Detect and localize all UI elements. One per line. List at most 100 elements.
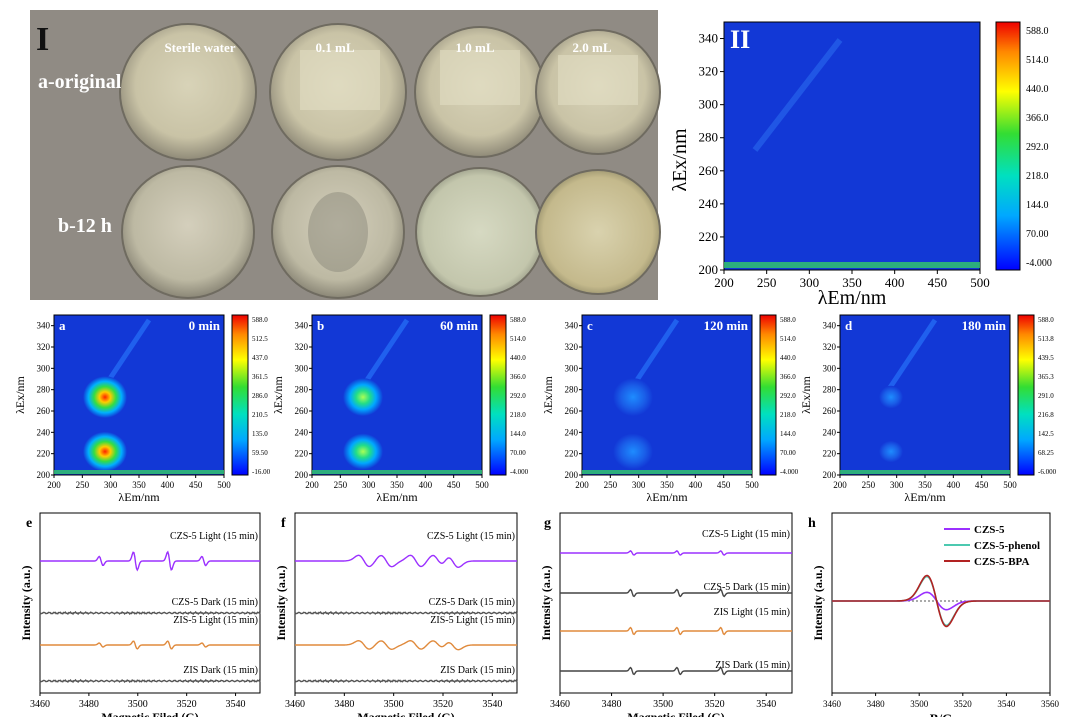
xtick-label: 3480: [867, 699, 886, 709]
xtick-label: 3560: [1041, 699, 1060, 709]
panel-label: h: [808, 516, 816, 531]
colorbar-label: 588.0: [510, 316, 526, 324]
xtick-label: 200: [575, 480, 589, 490]
colorbar-label: 144.0: [510, 430, 526, 438]
eem-II-xlabel: λEm/nm: [818, 287, 887, 309]
h-plot-area: [831, 512, 1051, 694]
trace-label: ZIS Dark (15 min): [715, 660, 790, 671]
xtick-label: 250: [862, 480, 876, 490]
ytick-label: 200: [823, 470, 837, 480]
xtick-label: 3520: [433, 699, 453, 710]
trace-label: CZS-5 Dark (15 min): [704, 582, 790, 593]
time-label: 0 min: [189, 318, 221, 333]
panel-label-II: II: [730, 25, 750, 54]
colorbar-label: 142.5: [1038, 430, 1054, 438]
colorbar-label: 440.0: [510, 354, 526, 362]
colorbar-label: 440.0: [780, 354, 796, 362]
ytick-label: 320: [295, 342, 309, 352]
epr-panel-h: h CZS-5 CZS-5-phenol CZS-5-BPA 3460 3480 3500 3…: [808, 512, 1060, 717]
eem-peak: [879, 440, 903, 463]
legend-label: CZS-5-phenol: [974, 540, 1040, 552]
ytick-label: 280: [295, 385, 309, 395]
xlabel: λEm/nm: [646, 490, 688, 504]
col-label-sterile-water: Sterile water: [164, 40, 235, 55]
colorbar-label: 210.5: [252, 411, 268, 419]
colorbar-label: -16.00: [252, 468, 271, 476]
eem-peak: [613, 378, 653, 417]
xtick-label: 350: [390, 480, 404, 490]
colorbar-label: 70.00: [1026, 229, 1049, 240]
colorbar-label: 588.0: [1026, 26, 1049, 37]
trace-label: CZS-5 Dark (15 min): [429, 597, 515, 608]
epr-trace: [40, 550, 260, 572]
epr-trace: [294, 610, 518, 616]
ytick-label: 240: [295, 427, 309, 437]
epr-row-e-g: CZS-5 Light (15 min) CZS-5 Dark (15 min) Z…: [19, 512, 793, 717]
xtick-label: 3500: [653, 699, 673, 710]
xtick-label: 3500: [910, 699, 929, 709]
xtick-label: 450: [447, 480, 461, 490]
colorbar: [231, 314, 249, 476]
eem-II-colorbar: [995, 21, 1021, 271]
xtick-label: 450: [975, 480, 989, 490]
epr-trace: [295, 639, 517, 651]
trace-label: ZIS Dark (15 min): [183, 665, 258, 676]
h-trace-czs5-bpa: [832, 574, 1050, 628]
colorbar-label: 216.8: [1038, 411, 1054, 419]
epr-trace: [560, 550, 792, 556]
ytick-label: 300: [37, 363, 51, 373]
xlabel: λEm/nm: [118, 490, 160, 504]
xtick-label: 400: [689, 480, 703, 490]
xtick-label: 500: [1003, 480, 1017, 490]
time-label: 60 min: [440, 318, 479, 333]
xlabel: λEm/nm: [904, 490, 946, 504]
colorbar-label: 514.0: [1026, 55, 1049, 66]
colorbar-label: 588.0: [252, 316, 268, 324]
ytick-label: 200: [295, 470, 309, 480]
xtick-label: 3460: [823, 699, 842, 709]
ytick-label: 240: [699, 196, 719, 211]
colorbar-label: 70.00: [780, 449, 796, 457]
colorbar-label: 291.0: [1038, 392, 1054, 400]
epr-plot-area: [559, 512, 793, 694]
colorbar-label: 437.0: [252, 354, 268, 362]
eem-peak: [343, 433, 383, 470]
colorbar-label: 366.0: [1026, 113, 1049, 124]
epr-panel-g: CZS-5 Light (15 min) CZS-5 Dark (15 min) Z…: [539, 512, 793, 717]
eem-peak: [343, 378, 383, 417]
ytick-label: 260: [699, 163, 719, 178]
epr-trace: [40, 640, 260, 650]
ytick-label: 340: [37, 321, 51, 331]
xtick-label: 300: [104, 480, 118, 490]
panel-label-I: I: [36, 21, 49, 58]
xtick-label: 3520: [177, 699, 197, 710]
ytick-label: 240: [823, 427, 837, 437]
colorbar-label: 440.0: [1026, 84, 1049, 95]
time-label: 180 min: [962, 318, 1007, 333]
ytick-label: 240: [565, 427, 579, 437]
colorbar-label: 135.0: [252, 430, 268, 438]
ylabel: Intensity (a.u.): [539, 565, 553, 640]
colorbar-label: 144.0: [1026, 200, 1049, 211]
colorbar-label: 514.0: [780, 335, 796, 343]
xtick-label: 350: [132, 480, 146, 490]
epr-trace: [294, 678, 518, 684]
time-label: 120 min: [704, 318, 749, 333]
epr-plot-area: [39, 512, 261, 694]
xtick-label: 3460: [30, 699, 50, 710]
trace-label: ZIS-5 Light (15 min): [173, 615, 258, 626]
xlabel: Magnetic Filed (G): [627, 710, 724, 717]
epr-trace: [39, 678, 261, 684]
eem-plot-area: [581, 314, 753, 476]
ytick-label: 300: [295, 363, 309, 373]
xtick-label: 3460: [550, 699, 570, 710]
ytick-label: 220: [699, 229, 719, 244]
ytick-label: 240: [37, 427, 51, 437]
xtick-label: 350: [918, 480, 932, 490]
panel-label: f: [281, 516, 286, 531]
colorbar-label: 292.0: [510, 392, 526, 400]
ytick-label: 340: [295, 321, 309, 331]
